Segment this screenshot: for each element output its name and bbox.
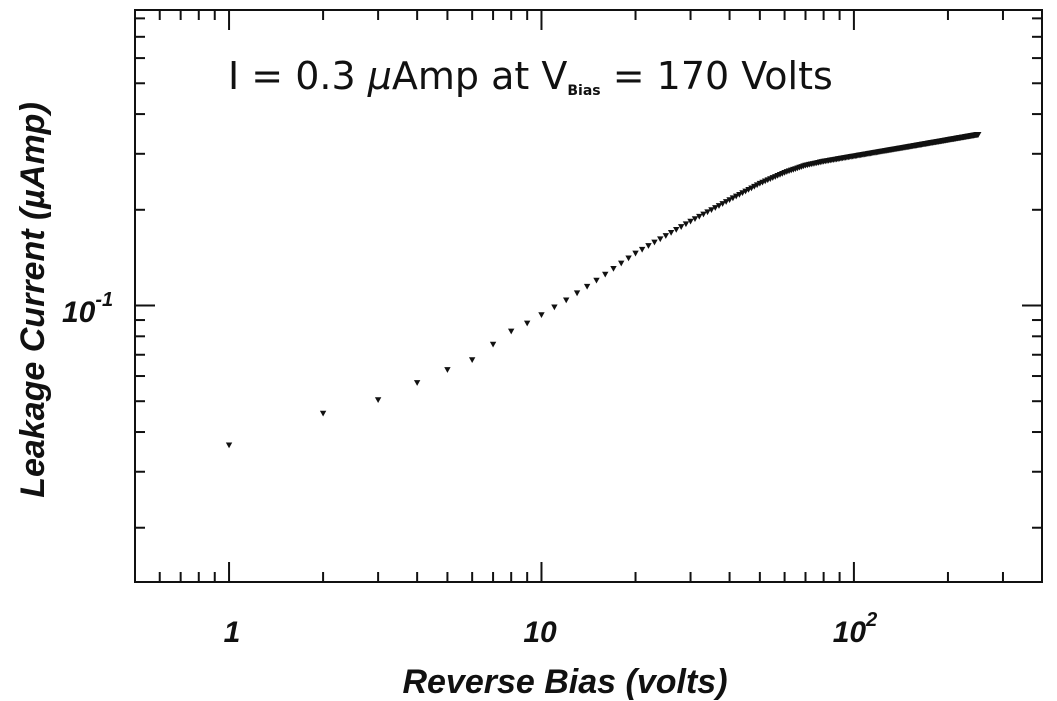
data-point [523,320,531,327]
data-point [657,236,664,243]
data-point [729,195,737,202]
data-point [645,243,652,249]
data-point [374,397,382,404]
data-point [583,283,591,290]
data-point [715,203,723,209]
x-tick-label-100: 102 [833,609,878,649]
annotation-text: I = 0.3 μAmp at VBias = 170 Volts [228,54,833,99]
data-point [625,255,632,262]
data-point [507,328,515,335]
data-point [551,304,558,311]
data-point [687,218,694,225]
plot-frame [134,9,1043,583]
x-axis-title: Reverse Bias (volts) [402,663,727,701]
data-point [573,290,581,297]
data-point [708,207,715,213]
data-point [662,233,670,239]
data-point [682,221,690,228]
data-point [468,357,476,363]
y-tick-label-0.1: 10-1 [62,289,113,329]
data-point [712,205,719,211]
data-point [538,312,545,318]
data-point [610,265,617,272]
data-point [719,201,726,207]
data-point [593,277,600,284]
data-point [618,260,625,267]
data-point [722,199,730,205]
data-point [632,250,639,257]
data-point [691,216,699,223]
data-point [667,230,675,236]
data-point [732,193,740,200]
x-tick-label-1: 1 [224,616,241,649]
data-point [696,213,703,220]
data-point [563,297,570,304]
data-point [651,239,658,246]
y-axis-title: Leakage Current (µAmp) [14,102,52,498]
data-point [673,227,680,233]
data-point [704,209,711,216]
data-point [489,341,497,348]
data-point [677,224,685,230]
x-tick-label-10: 10 [523,616,557,649]
data-point [736,191,743,198]
data-point [975,131,982,138]
data-point [444,367,451,373]
data-point [700,211,707,218]
data-point [319,410,327,417]
data-point [602,271,609,278]
data-point [726,197,733,204]
data-series [225,131,982,449]
data-point [413,380,421,386]
axis-ticks [134,10,1043,582]
data-point [638,246,646,253]
data-point [225,442,233,449]
